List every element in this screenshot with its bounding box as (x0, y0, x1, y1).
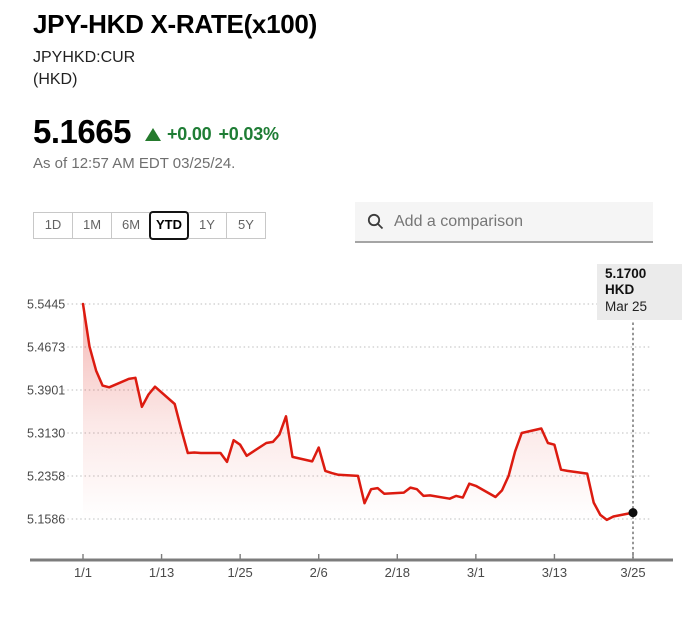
as-of-timestamp: As of 12:57 AM EDT 03/25/24. (33, 155, 236, 173)
range-button-5y[interactable]: 5Y (226, 212, 266, 239)
range-button-6m[interactable]: 6M (111, 212, 151, 239)
y-axis-label: 5.1586 (27, 513, 65, 527)
x-axis-label: 1/13 (149, 565, 174, 580)
annotation-date: Mar 25 (605, 299, 648, 315)
page-title: JPY-HKD X-RATE(x100) (33, 9, 317, 39)
x-axis-label: 2/6 (310, 565, 328, 580)
y-axis-label: 5.2358 (27, 469, 65, 483)
x-axis-label: 1/1 (74, 565, 92, 580)
series-line (81, 302, 635, 522)
x-axis-line (30, 558, 673, 562)
range-selector: 1D 1M 6M YTD 1Y 5Y (33, 211, 266, 240)
range-button-1y[interactable]: 1Y (187, 212, 227, 239)
x-axis-label: 3/1 (467, 565, 485, 580)
search-icon (367, 214, 384, 230)
x-axis-label: 1/25 (227, 565, 252, 580)
y-axis-label: 5.3901 (27, 384, 65, 398)
last-price-dot (628, 508, 638, 518)
price-row: 5.1665 +0.00 +0.03% (33, 115, 653, 148)
y-axis-label: 5.4673 (27, 341, 65, 355)
x-axis-label: 3/13 (542, 565, 567, 580)
last-price-annotation: 5.1700 HKD Mar 25 (597, 264, 682, 320)
range-button-ytd[interactable]: YTD (149, 211, 189, 240)
change-value: +0.00 (166, 124, 212, 145)
comparison-search[interactable] (355, 202, 653, 244)
x-axis-label: 2/18 (385, 565, 410, 580)
ticker-symbol: JPYHKD:CUR (33, 49, 136, 66)
quote-header: JPY-HKD X-RATE(x100) JPYHKD:CUR (HKD) 5.… (0, 0, 682, 172)
range-button-1m[interactable]: 1M (72, 212, 112, 239)
x-axis-label: 3/25 (620, 565, 645, 580)
change-block: +0.00 +0.03% (144, 124, 279, 145)
annotation-price: 5.1700 HKD (605, 266, 647, 298)
quote-currency: (HKD) (33, 70, 78, 88)
up-arrow-icon (144, 128, 161, 142)
last-price: 5.1665 (33, 113, 131, 151)
range-button-1d[interactable]: 1D (33, 212, 73, 239)
chart-controls: 1D 1M 6M YTD 1Y 5Y (0, 202, 682, 244)
change-percent: +0.03% (218, 124, 279, 145)
y-axis-label: 5.5445 (27, 298, 65, 312)
price-chart[interactable]: 5.5445 5.4673 5.3901 5.3130 5.2358 5.1586 1/1 1… (0, 255, 682, 620)
comparison-search-input[interactable] (394, 212, 643, 231)
y-axis-label: 5.3130 (27, 426, 65, 440)
series-fill (83, 304, 633, 520)
